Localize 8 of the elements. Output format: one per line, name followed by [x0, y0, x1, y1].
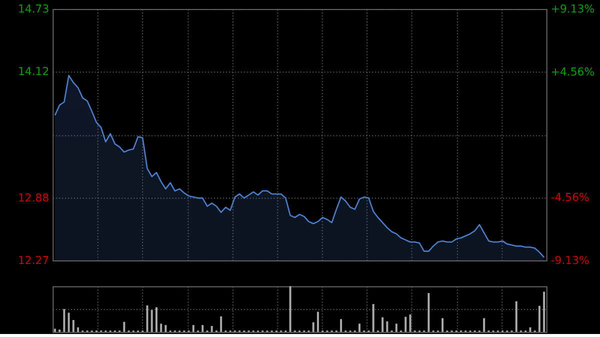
y2-tick-label: -9.13%	[550, 254, 590, 267]
y2-tick-label: +4.56%	[550, 65, 595, 78]
y-tick-label: 12.88	[18, 192, 50, 205]
y-tick-label: 14.73	[18, 2, 50, 16]
y2-tick-label: +9.13%	[550, 2, 595, 16]
y2-tick-label: -4.56%	[550, 190, 590, 204]
y-tick-label: 12.27	[18, 254, 50, 267]
y-tick-label: 14.12	[18, 64, 50, 78]
